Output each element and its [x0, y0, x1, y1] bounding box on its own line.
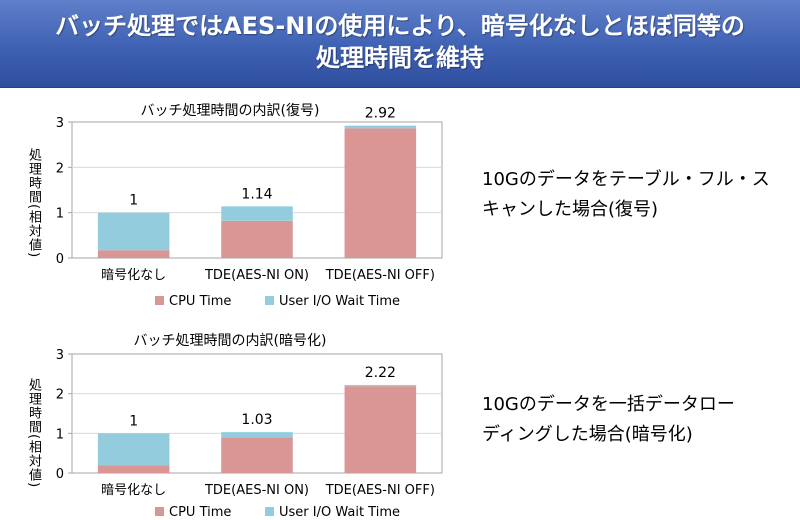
bar-cpu-time-2: [344, 386, 417, 473]
y-tick-label: 1: [56, 427, 64, 442]
y-tick-label: 3: [56, 116, 64, 131]
y-axis-label: 処理時間(相対値): [26, 378, 41, 489]
chart-encrypt: 0 1 2 3 1 暗号化なし 1.03 TDE(AES-NI ON) 2.22 TDE(AES-…: [56, 348, 443, 520]
data-label-total: 1: [129, 413, 138, 429]
x-tick-label: 暗号化なし: [101, 268, 166, 283]
data-label-total: 1: [129, 193, 138, 209]
bar-cpu-time-1: [221, 220, 293, 258]
x-tick-label: TDE(AES-NI OFF): [325, 268, 435, 283]
bar-io-wait-0: [97, 433, 170, 466]
legend-label: CPU Time: [169, 505, 231, 520]
note-encrypt: 10Gのデータを一括データロー ディングした場合(暗号化): [482, 390, 735, 450]
banner-title-line1: バッチ処理ではAES-NIの使用により、暗号化なしとほぼ同等の: [55, 12, 745, 40]
legend-swatch: [155, 296, 164, 305]
note-encrypt-line2: ディングした場合(暗号化): [482, 424, 693, 445]
data-label-total: 1.03: [241, 412, 272, 428]
x-tick-label: 暗号化なし: [101, 483, 166, 498]
bar-io-wait-0: [97, 212, 170, 251]
y-tick-label: 0: [56, 252, 64, 267]
y-tick-label: 3: [56, 348, 64, 363]
bar-io-wait-2: [344, 384, 417, 387]
legend-swatch: [265, 507, 274, 516]
x-tick-label: TDE(AES-NI ON): [204, 268, 309, 283]
y-axis-label: 処理時間(相対値): [26, 148, 41, 259]
data-label-total: 2.22: [365, 365, 396, 381]
bar-io-wait-2: [344, 125, 417, 129]
x-tick-label: TDE(AES-NI OFF): [325, 483, 435, 498]
legend-swatch: [155, 507, 164, 516]
chart-decrypt: 0 1 2 3 1 暗号化なし 1.14 TDE(AES-NI ON) 2.92 TDE(AES-…: [56, 106, 443, 309]
chart-title: バッチ処理時間の内訳(暗号化): [133, 333, 327, 349]
legend-label: CPU Time: [169, 294, 231, 309]
bar-cpu-time-1: [221, 437, 293, 473]
note-decrypt-line2: キャンした場合(復号): [482, 199, 659, 220]
banner-title-line2: 処理時間を維持: [316, 44, 484, 72]
y-tick-label: 2: [56, 161, 64, 176]
bar-cpu-time-2: [344, 128, 417, 258]
y-tick-label: 1: [56, 207, 64, 222]
legend-label: User I/O Wait Time: [279, 294, 400, 309]
chart-encrypt-panel: バッチ処理時間の内訳(暗号化) 処理時間(相対値) 0 1 2 3 1 暗号化なし 1.03…: [10, 330, 450, 520]
bar-io-wait-1: [221, 432, 293, 438]
bar-cpu-time-0: [97, 465, 170, 473]
note-encrypt-line1: 10Gのデータを一括データロー: [482, 394, 735, 415]
bar-cpu-time-0: [97, 250, 170, 258]
chart-decrypt-panel: バッチ処理時間の内訳(復号) 処理時間(相対値) 0 1 2 3 1 暗号化なし 1.14 T…: [10, 100, 450, 315]
legend-swatch: [265, 296, 274, 305]
legend-label: User I/O Wait Time: [279, 505, 400, 520]
y-tick-label: 2: [56, 388, 64, 403]
note-decrypt: 10Gのデータをテーブル・フル・ス キャンした場合(復号): [482, 165, 770, 225]
note-decrypt-line1: 10Gのデータをテーブル・フル・ス: [482, 169, 770, 190]
bar-io-wait-1: [221, 206, 293, 221]
x-tick-label: TDE(AES-NI ON): [204, 483, 309, 498]
data-label-total: 1.14: [241, 186, 272, 202]
data-label-total: 2.92: [365, 106, 396, 122]
title-banner: バッチ処理ではAES-NIの使用により、暗号化なしとほぼ同等の 処理時間を維持: [0, 0, 800, 88]
y-tick-label: 0: [56, 467, 64, 482]
chart-title: バッチ処理時間の内訳(復号): [140, 103, 320, 119]
